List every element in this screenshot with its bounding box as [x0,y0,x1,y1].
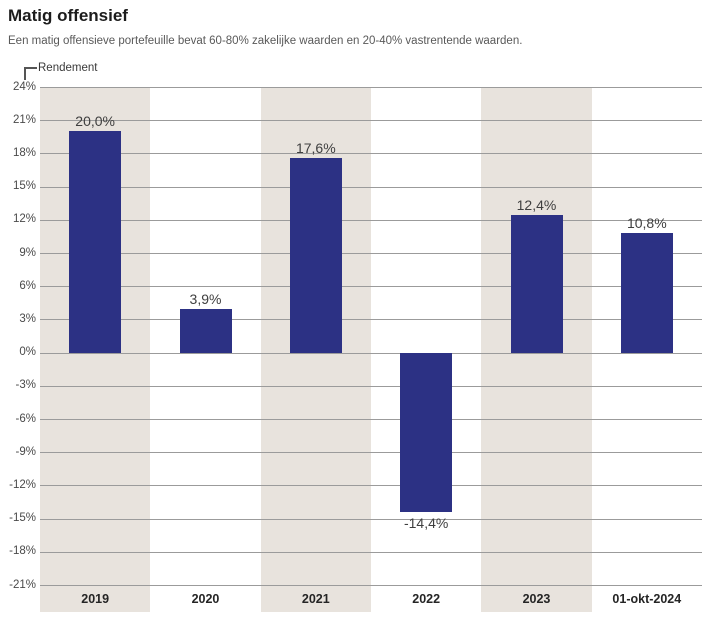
bar-value-label: 12,4% [516,197,557,214]
gridline [40,253,702,254]
bar [620,233,673,353]
bar [510,215,563,353]
gridline [40,219,702,221]
y-tick-label: 6% [19,279,36,292]
x-tick-label: 2021 [301,592,330,606]
chart-subtitle: Een matig offensieve portefeuille bevat … [8,35,523,47]
y-tick-label: 12% [12,213,36,226]
y-tick-label: 24% [12,80,36,93]
bar-value-label: 10,8% [626,215,667,232]
y-tick-label: 0% [19,346,36,359]
gridline [40,319,702,321]
gridline [40,419,702,420]
y-tick-label: 9% [19,246,36,259]
y-axis-corner-line [24,67,26,80]
x-tick-label: 2022 [412,592,441,606]
y-axis-title: Rendement [38,62,98,74]
y-tick-label: -15% [9,512,36,525]
gridline [40,120,702,122]
x-tick-label: 2023 [522,592,551,606]
y-tick-label: -21% [9,578,36,591]
y-tick-label: 15% [12,180,36,193]
y-tick-label: -9% [15,445,36,458]
gridline [40,485,702,487]
y-tick-label: 3% [19,312,36,325]
y-tick-label: -18% [9,545,36,558]
x-tick-label: 2020 [191,592,220,606]
y-tick-label: 21% [12,113,36,126]
bar-value-label: 20,0% [75,113,115,130]
gridline [40,518,702,520]
bar-value-label: -14,4% [403,514,449,531]
gridline [40,286,702,288]
x-tick-label: 2019 [81,592,110,606]
y-axis-corner-line [24,67,37,69]
bar [400,352,453,512]
gridline [40,385,702,387]
page-title: Matig offensief [8,6,128,25]
y-tick-label: -6% [15,412,36,425]
gridline [40,352,702,354]
y-tick-label: -3% [15,379,36,392]
gridline [40,585,702,586]
bar-value-label: 17,6% [295,139,336,156]
bar-value-label: 3,9% [189,291,222,308]
bar [289,157,342,353]
bar [69,131,122,353]
gridline [40,452,702,454]
bar [179,309,232,353]
x-tick-label: 01-okt-2024 [612,592,682,606]
y-tick-label: 18% [12,146,36,159]
y-tick-label: -12% [9,478,36,491]
gridline [40,153,702,155]
gridline [40,551,702,553]
gridline [40,186,702,188]
gridline [40,87,702,88]
